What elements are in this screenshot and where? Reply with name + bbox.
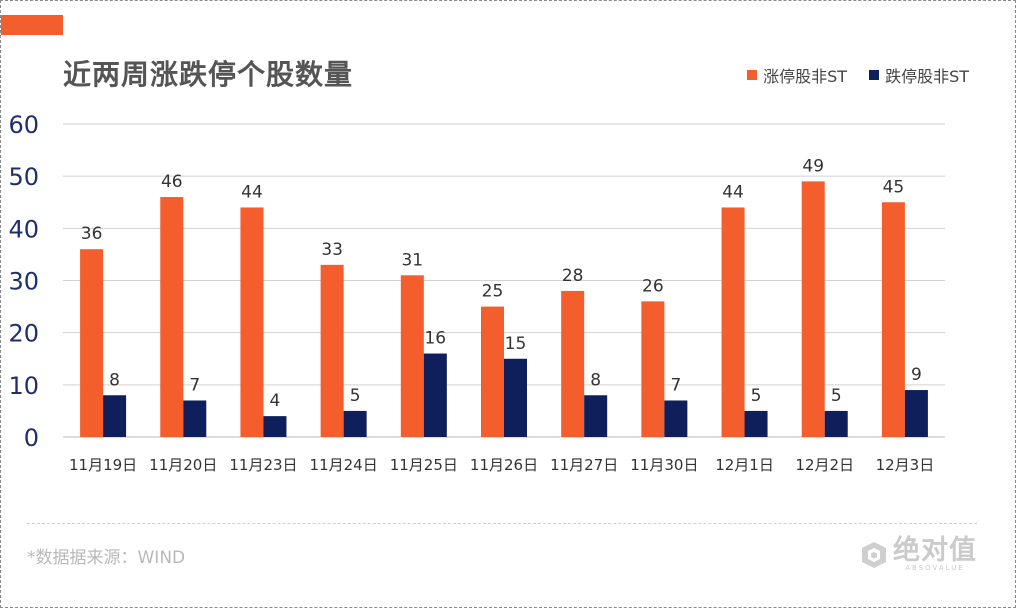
data-label: 45 bbox=[883, 177, 905, 197]
bar-down bbox=[904, 390, 928, 437]
data-label: 8 bbox=[109, 370, 120, 390]
data-label: 5 bbox=[350, 386, 361, 406]
bar-up bbox=[721, 207, 745, 437]
bar-down bbox=[103, 395, 127, 437]
bar-up bbox=[160, 197, 184, 437]
bar-down bbox=[824, 410, 848, 437]
data-label: 26 bbox=[642, 276, 664, 296]
bar-up bbox=[561, 290, 585, 437]
bar-down bbox=[263, 416, 287, 437]
x-tick-label: 12月1日 bbox=[715, 456, 774, 474]
bar-down bbox=[343, 410, 367, 437]
data-label: 4 bbox=[270, 391, 281, 411]
watermark-en: ABSOVALUE bbox=[905, 564, 965, 572]
bar-down bbox=[423, 353, 447, 437]
bar-down bbox=[183, 400, 207, 437]
legend: 涨停股非ST 跌停股非ST bbox=[725, 63, 969, 87]
data-label: 7 bbox=[189, 375, 200, 395]
data-label: 31 bbox=[401, 250, 423, 270]
data-label: 28 bbox=[562, 266, 584, 286]
x-tick-label: 11月23日 bbox=[229, 456, 297, 474]
watermark-cn: 绝对值 bbox=[893, 535, 977, 566]
x-tick-label: 11月30日 bbox=[630, 456, 698, 474]
y-tick-label: 0 bbox=[24, 424, 39, 452]
bar-up bbox=[240, 207, 264, 437]
x-tick-label: 12月3日 bbox=[876, 456, 935, 474]
bar-up bbox=[320, 264, 344, 437]
bar-down bbox=[744, 410, 768, 437]
bar-up bbox=[801, 181, 825, 437]
data-label: 5 bbox=[831, 386, 842, 406]
legend-item-down: 跌停股非ST bbox=[869, 63, 969, 87]
data-label: 46 bbox=[161, 172, 183, 192]
x-tick-label: 11月27日 bbox=[550, 456, 618, 474]
x-tick-label: 11月25日 bbox=[390, 456, 458, 474]
data-label: 7 bbox=[670, 375, 681, 395]
bar-up bbox=[80, 249, 104, 437]
x-tick-label: 11月26日 bbox=[470, 456, 538, 474]
data-label: 15 bbox=[505, 334, 527, 354]
bar-down bbox=[504, 358, 527, 437]
accent-bar bbox=[1, 15, 63, 35]
y-tick-label: 10 bbox=[8, 372, 39, 400]
data-label: 33 bbox=[321, 240, 343, 260]
data-label: 8 bbox=[590, 370, 601, 390]
data-label: 9 bbox=[911, 365, 922, 385]
cube-icon bbox=[862, 541, 886, 568]
legend-swatch-down bbox=[869, 70, 880, 80]
data-label: 44 bbox=[241, 182, 263, 202]
data-label: 16 bbox=[424, 329, 446, 349]
x-tick-label: 12月2日 bbox=[795, 456, 854, 474]
legend-label-up: 涨停股非ST bbox=[763, 67, 848, 86]
bar-down bbox=[664, 400, 688, 437]
data-label: 25 bbox=[482, 282, 504, 302]
legend-item-up: 涨停股非ST bbox=[747, 63, 847, 87]
chart-title: 近两周涨跌停个股数量 bbox=[63, 58, 354, 91]
legend-label-down: 跌停股非ST bbox=[885, 67, 969, 86]
x-tick-label: 11月24日 bbox=[310, 456, 378, 474]
y-tick-label: 50 bbox=[8, 163, 39, 191]
bar-up bbox=[400, 275, 424, 437]
data-label: 5 bbox=[751, 386, 762, 406]
legend-swatch-up bbox=[747, 70, 758, 80]
y-tick-label: 60 bbox=[8, 111, 39, 139]
watermark-logo: 绝对值 ABSOVALUE bbox=[859, 537, 977, 572]
bar-down bbox=[584, 395, 608, 437]
x-tick-label: 11月20日 bbox=[149, 456, 217, 474]
bar-up bbox=[481, 306, 504, 437]
source-note: *数据据来源：WIND bbox=[27, 548, 186, 568]
bar-up bbox=[881, 202, 905, 437]
bar-up bbox=[641, 301, 665, 437]
data-label: 36 bbox=[81, 224, 103, 244]
x-tick-label: 11月19日 bbox=[69, 456, 137, 474]
y-tick-label: 20 bbox=[8, 320, 39, 348]
data-label: 44 bbox=[722, 182, 744, 202]
y-tick-label: 40 bbox=[8, 215, 39, 243]
data-label: 49 bbox=[802, 156, 824, 176]
watermark-text: 绝对值 ABSOVALUE bbox=[893, 537, 977, 572]
footer-divider bbox=[27, 523, 977, 524]
y-tick-label: 30 bbox=[8, 268, 39, 296]
